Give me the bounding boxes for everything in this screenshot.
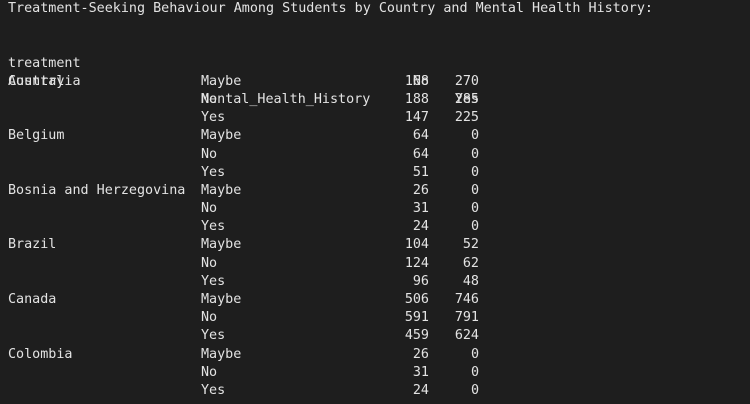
treatment-no-cell: 24 <box>412 219 429 235</box>
mental-health-history-cell: Maybe <box>201 73 242 89</box>
country-cell: Belgium <box>8 128 65 144</box>
table-row: Colombia Maybe 26 0 <box>8 346 748 364</box>
table-row: No 31 0 <box>8 200 748 218</box>
treatment-yes-cell: 52 <box>462 237 479 253</box>
mental-health-history-cell: Maybe <box>201 292 242 307</box>
country-cell: Brazil <box>8 237 57 253</box>
treatment-yes-cell: 285 <box>454 91 479 107</box>
treatment-no-cell: 26 <box>412 182 429 198</box>
table-row: Yes 24 0 <box>8 382 748 400</box>
table-row: Yes 147 225 <box>8 109 748 127</box>
console-output: Treatment-Seeking Behaviour Among Studen… <box>8 0 748 400</box>
treatment-yes-cell: 0 <box>470 346 479 362</box>
treatment-no-cell: 591 <box>404 310 429 326</box>
treatment-no-cell: 96 <box>412 273 429 289</box>
treatment-yes-cell: 270 <box>454 73 479 89</box>
table-row: Australia Maybe 168 270 <box>8 73 748 91</box>
mental-health-history-cell: Maybe <box>201 237 242 253</box>
treatment-no-cell: 147 <box>404 110 429 126</box>
mental-health-history-cell: No <box>201 146 218 162</box>
mental-health-history-cell: Maybe <box>201 346 242 362</box>
table-row: Yes 459 624 <box>8 327 748 345</box>
table-row: Yes 51 0 <box>8 164 748 182</box>
mental-health-history-cell: No <box>201 310 218 326</box>
treatment-no-cell: 124 <box>404 255 429 271</box>
mental-health-history-cell: No <box>201 255 218 271</box>
table-row: Canada Maybe 506 746 <box>8 291 748 309</box>
column-header-yes: Yes <box>454 91 479 107</box>
treatment-no-cell: 26 <box>412 346 429 362</box>
mental-health-history-cell: Yes <box>201 164 226 180</box>
treatment-yes-cell: 0 <box>470 128 479 144</box>
table-row: Yes 96 48 <box>8 273 748 291</box>
table-body: Australia Maybe 168 270 No 188 285 Yes 147 225 Bel… <box>8 73 748 400</box>
index-name-mental-health-history: Mental_Health_History <box>201 91 371 107</box>
mental-health-history-cell: Yes <box>201 273 226 289</box>
mental-health-history-cell: No <box>201 201 218 217</box>
treatment-no-cell: 24 <box>412 382 429 398</box>
treatment-no-cell: 459 <box>404 328 429 344</box>
mental-health-history-cell: Maybe <box>201 128 242 144</box>
table-row: Belgium Maybe 64 0 <box>8 127 748 145</box>
treatment-no-cell: 168 <box>404 73 429 89</box>
treatment-yes-cell: 0 <box>470 182 479 198</box>
mental-health-history-cell: No <box>201 364 218 380</box>
country-cell: Colombia <box>8 346 73 362</box>
header-row-index: Country Mental_Health_History <box>8 55 748 107</box>
table-row: Bosnia and Herzegovina Maybe 26 0 <box>8 182 748 200</box>
mental-health-history-cell: Yes <box>201 382 226 398</box>
mental-health-history-cell: Yes <box>201 328 226 344</box>
treatment-yes-cell: 0 <box>470 146 479 162</box>
treatment-no-cell: 31 <box>412 201 429 217</box>
treatment-no-cell: 506 <box>404 292 429 307</box>
country-cell: Canada <box>8 292 57 307</box>
table-row: No 591 791 <box>8 309 748 327</box>
treatment-no-cell: 51 <box>412 164 429 180</box>
output-title: Treatment-Seeking Behaviour Among Studen… <box>8 1 653 16</box>
mental-health-history-cell: Yes <box>201 219 226 235</box>
table-row: Yes 24 0 <box>8 218 748 236</box>
treatment-yes-cell: 746 <box>454 292 479 307</box>
treatment-no-cell: 31 <box>412 364 429 380</box>
table-row: No 124 62 <box>8 255 748 273</box>
table-row: No 31 0 <box>8 364 748 382</box>
treatment-yes-cell: 0 <box>470 219 479 235</box>
table-row: No 188 285 <box>8 91 748 109</box>
treatment-yes-cell: 0 <box>470 382 479 398</box>
table-row: Brazil Maybe 104 52 <box>8 236 748 254</box>
treatment-yes-cell: 0 <box>470 201 479 217</box>
header-row-columns: treatment No Yes <box>8 36 748 107</box>
treatment-yes-cell: 48 <box>462 273 479 289</box>
mental-health-history-cell: Maybe <box>201 182 242 198</box>
index-name-country: Country <box>8 73 65 89</box>
treatment-no-cell: 64 <box>412 146 429 162</box>
treatment-yes-cell: 0 <box>470 364 479 380</box>
treatment-yes-cell: 0 <box>470 164 479 180</box>
country-cell: Australia <box>8 73 81 89</box>
mental-health-history-cell: Yes <box>201 110 226 126</box>
mental-health-history-cell: No <box>201 91 218 107</box>
columns-name-label: treatment <box>8 55 81 71</box>
table-row: No 64 0 <box>8 146 748 164</box>
column-header-no: No <box>412 73 429 89</box>
treatment-yes-cell: 791 <box>454 310 479 326</box>
country-cell: Bosnia and Herzegovina <box>8 182 186 198</box>
treatment-no-cell: 188 <box>404 91 429 107</box>
treatment-yes-cell: 624 <box>454 328 479 344</box>
treatment-yes-cell: 62 <box>462 255 479 271</box>
treatment-no-cell: 104 <box>404 237 429 253</box>
treatment-yes-cell: 225 <box>454 110 479 126</box>
treatment-no-cell: 64 <box>412 128 429 144</box>
